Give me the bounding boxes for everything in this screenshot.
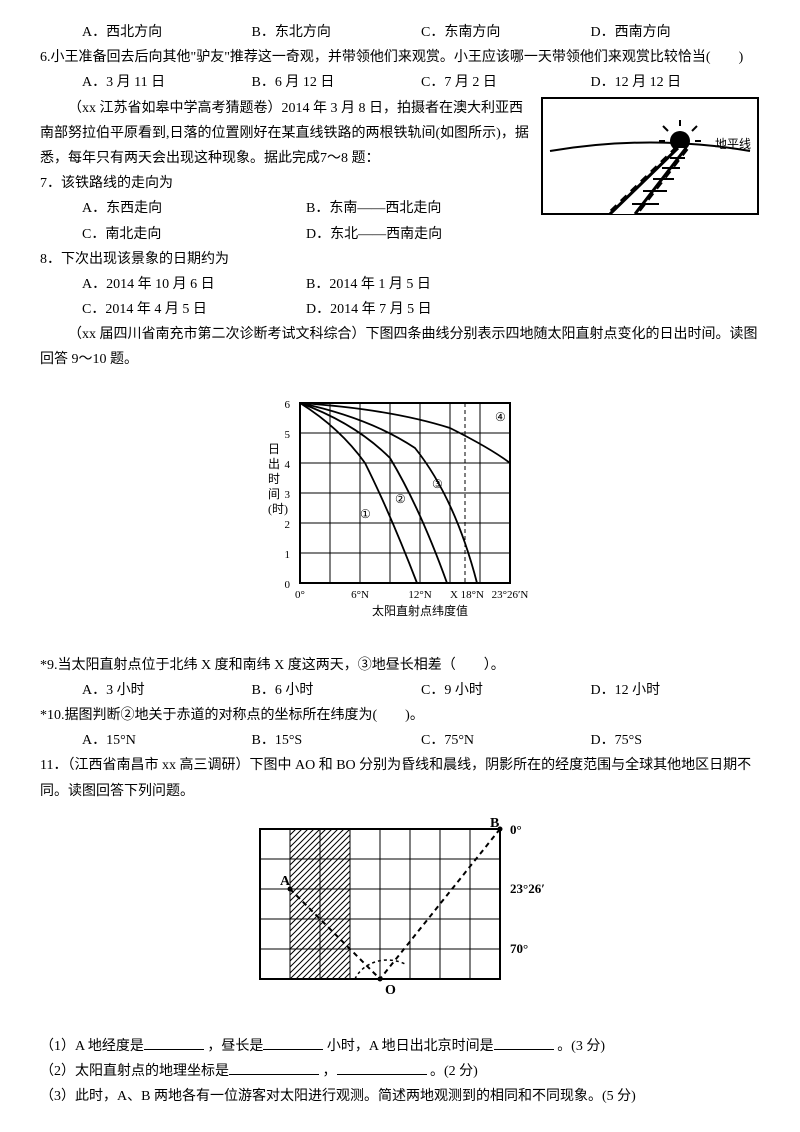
passage1-row: （xx 江苏省如皋中学高考猜题卷）2014 年 3 月 8 日，拍摄者在澳大利亚… (40, 96, 760, 323)
q9-options: A．3 小时 B．6 小时 C．9 小时 D．12 小时 (40, 678, 760, 703)
q11-sub1: （1）A 地经度是 ，昼长是 小时，A 地日出北京时间是 。(3 分) (40, 1034, 760, 1059)
chart-plot: ① ② ③ ④ 6 5 4 3 2 1 0 0° 6°N 12°N X 18°N… (285, 399, 529, 618)
q10-opt-a: A．15°N (82, 728, 252, 753)
ytick-0: 0 (285, 579, 291, 591)
map-plot: A B O 0° 23°26′ 70° (260, 816, 545, 998)
q11-sub1-end: 。(3 分) (557, 1039, 605, 1054)
q10-stem: *10.据图判断②地关于赤道的对称点的坐标所在纬度为( )。 (40, 703, 760, 728)
yl3: 时 (268, 472, 280, 486)
q9-stem: *9.当太阳直射点位于北纬 X 度和南纬 X 度这两天，③地昼长相差（ ）。 (40, 653, 760, 678)
passage1-block: （xx 江苏省如皋中学高考猜题卷）2014 年 3 月 8 日，拍摄者在澳大利亚… (40, 96, 530, 323)
q6-opt-a: A．3 月 11 日 (82, 70, 252, 95)
xtick-2: 12°N (408, 589, 431, 601)
ytick-2: 2 (285, 519, 291, 531)
ytick-5: 5 (285, 429, 291, 441)
q11-sub1-mid1: ，昼长是 (207, 1039, 263, 1054)
chart-ylabel-group: 日 出 时 间 (时) (268, 442, 288, 516)
blank-1 (144, 1049, 204, 1050)
map-figure: A B O 0° 23°26′ 70° (230, 814, 570, 1024)
q9-opt-b: B．6 小时 (252, 678, 422, 703)
q8-stem: 8．下次出现该景象的日期约为 (40, 247, 530, 272)
label-o: O (385, 983, 396, 998)
q5-opt-c: C．东南方向 (421, 20, 591, 45)
q10-opt-d: D．75°S (591, 728, 761, 753)
blank-4 (229, 1074, 319, 1075)
q7-opt-c: C．南北走向 (82, 222, 306, 247)
ytick-1: 1 (285, 549, 291, 561)
ytick-3: 3 (285, 489, 291, 501)
blank-5 (337, 1074, 427, 1075)
lat-0: 0° (510, 822, 522, 837)
passage1-text: （xx 江苏省如皋中学高考猜题卷）2014 年 3 月 8 日，拍摄者在澳大利亚… (40, 96, 530, 172)
xtick-1: 6°N (351, 589, 369, 601)
q6-options: A．3 月 11 日 B．6 月 12 日 C．7 月 2 日 D．12 月 1… (40, 70, 760, 95)
chart-xlabel: 太阳直射点纬度值 (372, 603, 468, 618)
curve1-label: ① (360, 507, 371, 521)
q5-opt-a: A．西北方向 (82, 20, 252, 45)
railway-figure: 地平线 (540, 96, 760, 216)
curve4-label: ④ (495, 410, 506, 424)
q7-opt-a: A．东西走向 (82, 196, 306, 221)
blank-3 (494, 1049, 554, 1050)
q6-opt-b: B．6 月 12 日 (252, 70, 422, 95)
passage2-text: （xx 届四川省南充市第二次诊断考试文科综合）下图四条曲线分别表示四地随太阳直射… (40, 322, 760, 372)
q10-opt-b: B．15°S (252, 728, 422, 753)
q8-opt-a: A．2014 年 10 月 6 日 (82, 272, 306, 297)
q7-opt-d: D．东北——西南走向 (306, 222, 530, 247)
q9-opt-a: A．3 小时 (82, 678, 252, 703)
xtick-0: 0° (295, 589, 305, 601)
q5-options: A．西北方向 B．东北方向 C．东南方向 D．西南方向 (40, 20, 760, 45)
q5-opt-b: B．东北方向 (252, 20, 422, 45)
q7-stem: 7．该铁路线的走向为 (40, 171, 530, 196)
yl4: 间 (268, 487, 280, 501)
label-b: B (490, 816, 499, 831)
q5-opt-d: D．西南方向 (591, 20, 761, 45)
ytick-4: 4 (285, 459, 291, 471)
q11-sub3: （3）此时，A、B 两地各有一位游客对太阳进行观测。简述两地观测到的相同和不同现… (40, 1084, 760, 1109)
yl2: 出 (268, 457, 280, 471)
q11-sub1-pre: （1）A 地经度是 (40, 1039, 144, 1054)
q8-opt-b: B．2014 年 1 月 5 日 (306, 272, 530, 297)
q9-opt-d: D．12 小时 (591, 678, 761, 703)
q11-stem: 11．（江西省南昌市 xx 高三调研）下图中 AO 和 BO 分别为昏线和晨线，… (40, 753, 760, 803)
q8-opt-d: D．2014 年 7 月 5 日 (306, 297, 530, 322)
q11-sub2-mid: ， (323, 1064, 337, 1079)
xtick-3: X 18°N (450, 589, 484, 601)
ytick-6: 6 (285, 399, 291, 411)
q11-sub2: （2）太阳直射点的地理坐标是 ， 。(2 分) (40, 1059, 760, 1084)
q8-options: A．2014 年 10 月 6 日 B．2014 年 1 月 5 日 C．201… (40, 272, 530, 322)
q9-opt-c: C．9 小时 (421, 678, 591, 703)
label-a: A (280, 874, 291, 889)
lat-70: 70° (510, 941, 528, 956)
q10-opt-c: C．75°N (421, 728, 591, 753)
q10-options: A．15°N B．15°S C．75°N D．75°S (40, 728, 760, 753)
yl1: 日 (268, 442, 280, 456)
curve2-label: ② (395, 492, 406, 506)
curve3-label: ③ (432, 477, 443, 491)
q11-sub2-end: 。(2 分) (430, 1064, 478, 1079)
q6-opt-d: D．12 月 12 日 (591, 70, 761, 95)
horizon-label: 地平线 (715, 137, 751, 151)
blank-2 (263, 1049, 323, 1050)
lat-2326: 23°26′ (510, 881, 545, 896)
q11-sub1-mid2: 小时，A 地日出北京时间是 (327, 1039, 494, 1054)
q8-opt-c: C．2014 年 4 月 5 日 (82, 297, 306, 322)
q11-sub2-pre: （2）太阳直射点的地理坐标是 (40, 1064, 229, 1079)
q6-opt-c: C．7 月 2 日 (421, 70, 591, 95)
q7-options: A．东西走向 B．东南——西北走向 C．南北走向 D．东北——西南走向 (40, 196, 530, 246)
q6-stem: 6.小王准备回去后向其他"驴友"推荐这一奇观，并带领他们来观赏。小王应该哪一天带… (40, 45, 760, 70)
q7-opt-b: B．东南——西北走向 (306, 196, 530, 221)
xtick-4: 23°26′N (492, 589, 529, 601)
sunrise-chart: ① ② ③ ④ 6 5 4 3 2 1 0 0° 6°N 12°N X 18°N… (240, 383, 560, 643)
yl5: (时) (268, 502, 288, 516)
point-o (378, 976, 383, 981)
